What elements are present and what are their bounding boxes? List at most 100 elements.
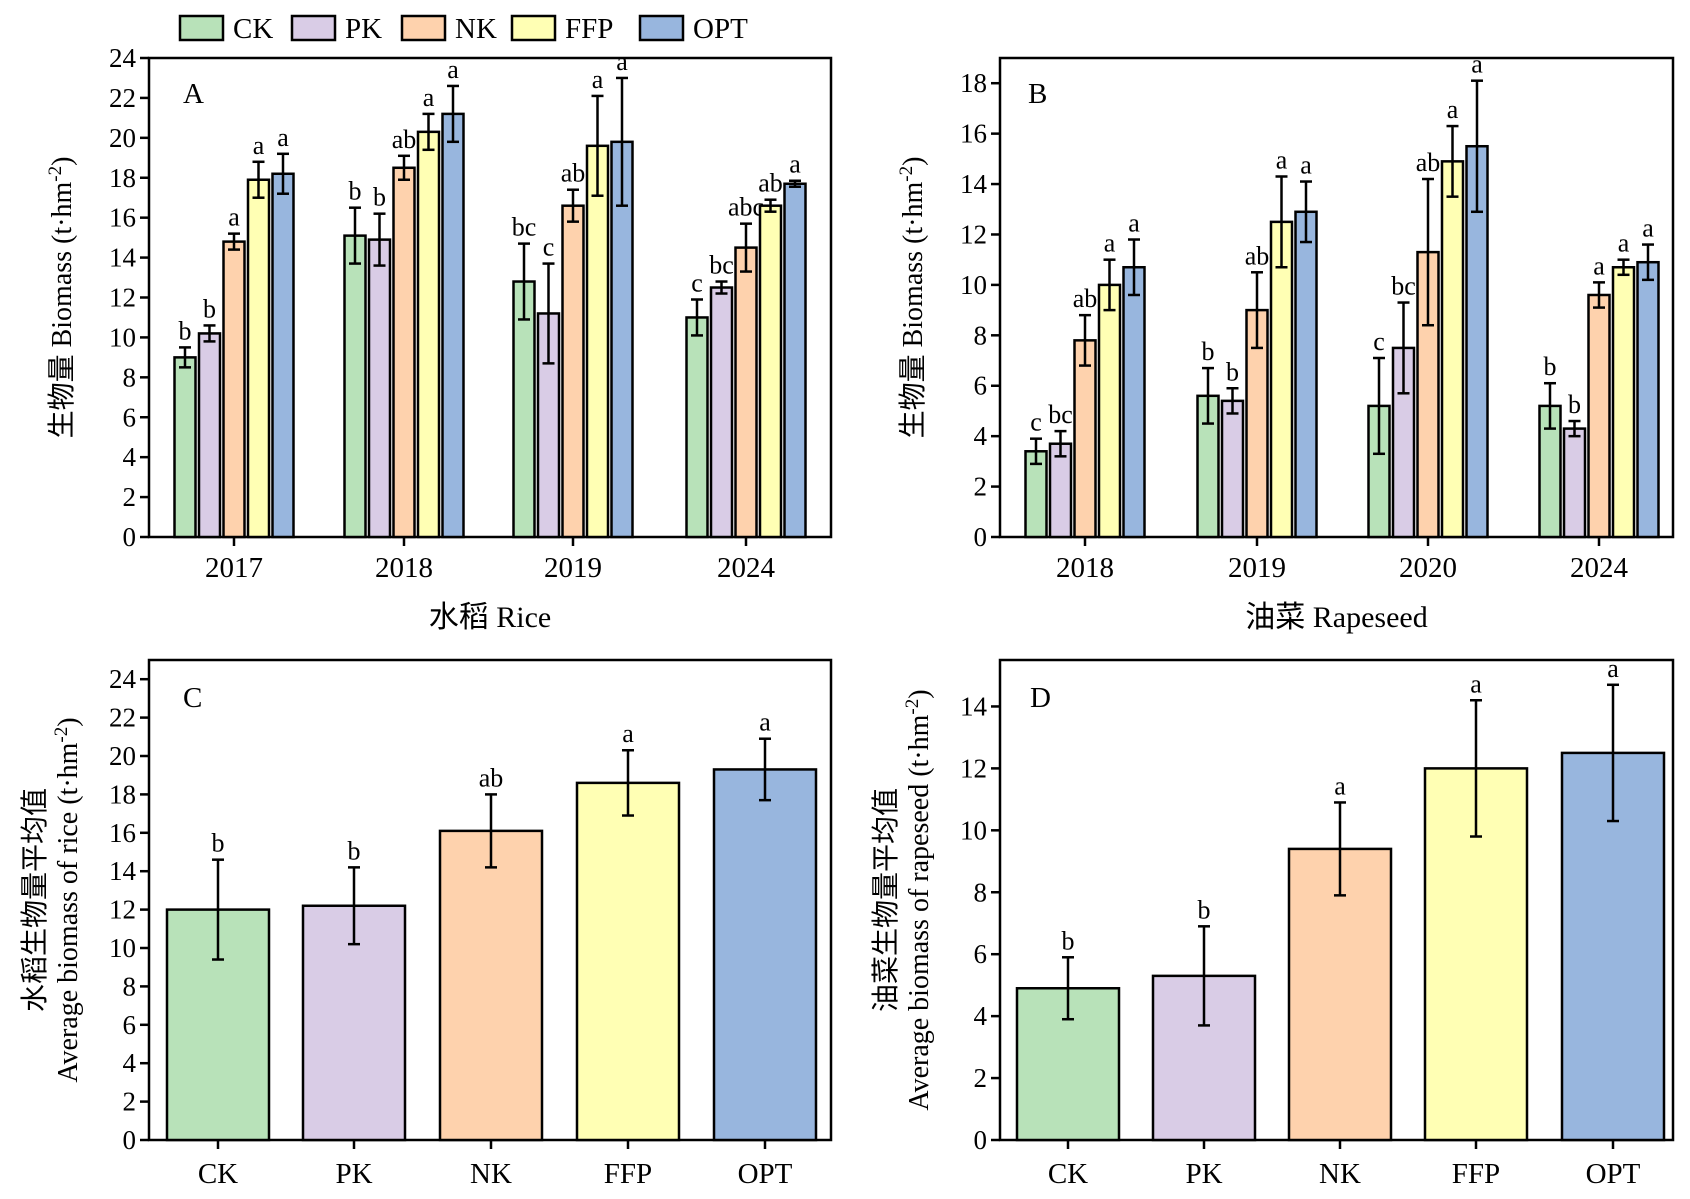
panel-a-bar-opt-2019-sig-label: a <box>616 47 628 76</box>
panel-b-ytick-label: 16 <box>960 119 987 149</box>
panel-a-bar-ffp-2024-sig-label: ab <box>758 169 783 198</box>
panel-b-bar-opt-2019-sig-label: a <box>1300 151 1312 180</box>
panel-c-ytick-label: 12 <box>109 895 136 925</box>
panel-d-ytick-label: 2 <box>974 1063 988 1093</box>
panel-a-bar-ffp-2019-sig-label: a <box>592 65 604 94</box>
panel-a-bar-pk-2017 <box>197 332 222 539</box>
panel-b-bar-pk-2024 <box>1562 427 1587 539</box>
panel-b-ytick-label: 10 <box>960 270 987 300</box>
panel-b-bar-pk-2018-sig-label: bc <box>1048 400 1073 429</box>
panel-a-bar-pk-2024-sig-label: bc <box>709 251 734 280</box>
panel-a-bar-ck-2018-sig-label: b <box>349 177 362 206</box>
panel-a-ytick-label: 16 <box>109 203 136 233</box>
panel-d-letter: D <box>1030 682 1051 714</box>
panel-a-bar-nk-2019 <box>561 204 585 539</box>
panel-d-ytick-label: 0 <box>974 1125 988 1155</box>
panel-a-bar-nk-2024 <box>734 246 758 539</box>
panel-d-ytick-label: 14 <box>960 691 988 721</box>
panel-b-bar-pk-2020-sig-label: bc <box>1391 272 1416 301</box>
panel-c-ytick-label: 18 <box>109 779 136 809</box>
panel-b-bar-nk-2019-sig-label: ab <box>1245 241 1270 270</box>
legend-label-opt: OPT <box>693 13 748 45</box>
panel-b-bar-ffp-2019-sig-label: a <box>1276 145 1288 174</box>
panel-b-xtick-label: 2018 <box>1056 552 1114 584</box>
legend-swatch-ck <box>178 14 225 42</box>
panel-a-bar-ffp-2019 <box>585 144 610 539</box>
legend-label-nk: NK <box>455 13 497 45</box>
panel-b-bar-nk-2020-sig-label: ab <box>1416 148 1441 177</box>
panel-b-bar-ck-2018-sig-label: c <box>1030 408 1042 437</box>
panel-a-bar-ck-2024 <box>685 316 709 539</box>
panel-d-ytick-label: 12 <box>960 753 987 783</box>
panel-a-ytick-label: 10 <box>109 322 136 352</box>
panel-b-bar-ffp-2018-sig-label: a <box>1104 229 1116 258</box>
panel-a-ytick-label: 22 <box>109 83 136 113</box>
panel-b-bar-ffp-2020 <box>1440 160 1465 539</box>
panel-c-ytick-label: 8 <box>123 971 137 1001</box>
panel-a-ytick-label: 24 <box>109 43 137 73</box>
panel-d-ylabel-cn: 油菜生物量平均值 <box>870 788 902 1012</box>
panel-d-xtick-label: CK <box>1048 1158 1088 1190</box>
panel-a-bar-opt-2024-sig-label: a <box>789 150 801 179</box>
legend-label-ffp: FFP <box>565 13 613 45</box>
panel-b-bar-nk-2024 <box>1587 293 1611 539</box>
panel-b-xtick-label: 2020 <box>1399 552 1457 584</box>
legend-label-pk: PK <box>345 13 382 45</box>
panel-a-ytick-label: 14 <box>109 243 137 273</box>
panel-a-bar-nk-2017 <box>222 240 246 539</box>
panel-c-bar-nk-sig-label: ab <box>479 763 504 792</box>
panel-a-xtick-label: 2018 <box>375 552 433 584</box>
panel-c-ylabel: Average biomass of rice (t·hm-2) <box>51 717 84 1082</box>
panel-b-xtick-label: 2024 <box>1570 552 1629 584</box>
panel-c-bar-ffp <box>575 781 681 1142</box>
panel-d-xtick-label: FFP <box>1452 1158 1500 1190</box>
panel-a-ytick-label: 6 <box>123 402 137 432</box>
panel-a-xlabel: 水稻 Rice <box>429 601 551 634</box>
panel-d-ytick-label: 6 <box>974 939 988 969</box>
panel-b-letter: B <box>1028 78 1047 110</box>
panel-b-ytick-label: 18 <box>960 68 987 98</box>
panel-a-ytick-label: 20 <box>109 123 136 153</box>
panel-a-bar-ffp-2017-sig-label: a <box>253 131 265 160</box>
panel-a-bar-opt-2024 <box>783 182 807 539</box>
panel-c-xtick-label: FFP <box>604 1158 652 1190</box>
panel-a-ytick-label: 12 <box>109 283 136 313</box>
panel-c-bar-pk-sig-label: b <box>348 836 361 865</box>
legend-label-ck: CK <box>233 13 273 45</box>
panel-d-bar-ffp-sig-label: a <box>1470 669 1482 698</box>
panel-d-xtick-label: PK <box>1185 1158 1222 1190</box>
panel-b-bar-nk-2018 <box>1073 339 1097 539</box>
panel-b-bar-ffp-2024 <box>1611 265 1636 539</box>
panel-c-xtick-label: PK <box>335 1158 372 1190</box>
panel-d-ylabel: Average biomass of rapeseed (t·hm-2) <box>902 689 935 1110</box>
panel-b-bar-ffp-2020-sig-label: a <box>1447 95 1459 124</box>
panel-b-xtick-label: 2019 <box>1228 552 1286 584</box>
panel-d-ytick-label: 8 <box>974 877 988 907</box>
panel-a-bar-pk-2018-sig-label: b <box>373 183 386 212</box>
panel-b-bar-opt-2019 <box>1294 210 1318 539</box>
panel-b-bar-pk-2024-sig-label: b <box>1568 390 1581 419</box>
legend-swatch-ffp <box>510 14 557 42</box>
panel-d-xtick-label: NK <box>1319 1158 1361 1190</box>
panel-a-xtick-label: 2024 <box>717 552 776 584</box>
panel-a-letter: A <box>183 78 204 110</box>
panel-b-xlabel: 油菜 Rapeseed <box>1245 601 1427 634</box>
panel-a-ylabel: 生物量 Biomass (t·hm-2) <box>45 157 78 439</box>
panel-b-bar-ffp-2018 <box>1097 283 1122 539</box>
panel-a-bar-ffp-2018 <box>416 130 441 539</box>
panel-a-bar-nk-2017-sig-label: a <box>228 203 240 232</box>
panel-a-bar-ffp-2018-sig-label: a <box>423 83 435 112</box>
panel-b-bar-ffp-2024-sig-label: a <box>1618 229 1630 258</box>
panel-b-ylabel: 生物量 Biomass (t·hm-2) <box>896 157 929 439</box>
panel-d: 0 2 4 6 8 10 12 14 CK PK NK FFP OPT D 油菜生物量平均值 Average … <box>870 654 1675 1190</box>
panel-c-bar-nk <box>438 829 544 1142</box>
panel-a-ytick-label: 4 <box>123 442 137 472</box>
panel-a-bar-ck-2018 <box>343 234 367 539</box>
panel-a-bar-opt-2018-sig-label: a <box>447 55 459 84</box>
panel-c-ytick-label: 2 <box>123 1087 137 1117</box>
panel-c-ytick-label: 16 <box>109 818 136 848</box>
legend-swatch-opt <box>638 14 685 42</box>
panel-a-bar-nk-2024-sig-label: abc <box>728 193 764 222</box>
panel-a-bar-nk-2018 <box>392 166 416 539</box>
